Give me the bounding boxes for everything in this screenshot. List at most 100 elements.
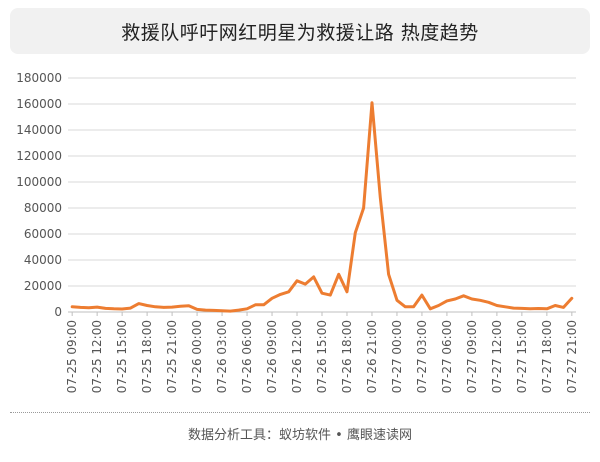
data-point [195, 308, 199, 311]
chart-title: 救援队呼吁网红明星为救援让路 热度趋势 [121, 21, 479, 44]
y-tick-label: 80000 [24, 201, 62, 215]
gridlines [68, 77, 576, 313]
x-tick-label: 07-25 12:00 [90, 320, 104, 393]
data-point [229, 309, 232, 313]
data-point [337, 273, 340, 276]
data-point [462, 294, 465, 297]
data-point [420, 293, 424, 297]
data-point [537, 307, 540, 310]
data-point [412, 305, 415, 308]
data-point [504, 305, 507, 308]
data-point [345, 290, 349, 294]
data-point [170, 305, 174, 309]
y-tick-label: 60000 [24, 227, 62, 241]
x-tick-label: 07-25 09:00 [65, 320, 79, 393]
data-point [220, 309, 224, 313]
data-point [154, 305, 157, 308]
title-bar: 救援队呼吁网红明星为救援让路 热度趋势 [10, 8, 590, 54]
x-tick-label: 07-25 18:00 [140, 320, 154, 393]
footer-divider [10, 412, 590, 413]
x-tick-label: 07-26 18:00 [340, 320, 354, 393]
data-point [254, 303, 257, 307]
data-point [70, 305, 74, 308]
series-line [70, 101, 574, 313]
data-point [379, 196, 382, 199]
data-point [553, 304, 557, 307]
data-point [445, 299, 449, 303]
x-tick-label: 07-26 00:00 [190, 320, 204, 393]
data-point [370, 101, 374, 104]
data-point [520, 307, 524, 310]
source-credit: 数据分析工具：蚁坊软件 • 鹰眼速读网 [188, 428, 412, 443]
x-tick-label: 07-27 00:00 [390, 320, 404, 393]
series [70, 101, 574, 313]
y-tick-label: 40000 [24, 253, 62, 267]
x-tick-label: 07-26 09:00 [265, 320, 279, 393]
data-point [137, 302, 140, 305]
data-point [104, 307, 107, 310]
data-point [179, 304, 182, 308]
data-point [545, 307, 549, 310]
data-point [470, 297, 474, 301]
data-point [528, 307, 532, 310]
data-point [145, 304, 149, 307]
data-point [87, 306, 91, 310]
x-tick-label: 07-26 21:00 [365, 320, 379, 393]
data-point [120, 307, 124, 311]
data-point [312, 275, 315, 279]
data-point [487, 301, 490, 304]
x-tick-label: 07-26 12:00 [290, 320, 304, 393]
data-point [279, 293, 282, 296]
x-tick-label: 07-26 06:00 [240, 320, 254, 393]
data-point [304, 282, 307, 286]
data-point [129, 306, 132, 310]
x-tick-label: 07-26 15:00 [315, 320, 329, 393]
x-tick-label: 07-27 18:00 [540, 320, 554, 393]
data-point [429, 307, 432, 310]
x-tick-label: 07-27 12:00 [490, 320, 504, 393]
y-tick-label: 20000 [24, 279, 62, 293]
data-point [162, 306, 165, 309]
data-point [187, 304, 190, 307]
data-point [404, 305, 407, 308]
x-tick-label: 07-25 21:00 [165, 320, 179, 393]
x-tick-label: 07-27 06:00 [440, 320, 454, 393]
x-tick-label: 07-27 15:00 [515, 320, 529, 393]
data-point [479, 299, 482, 302]
x-axis: 07-25 09:00 07-25 12:00 07-25 15:00 07-25 1… [65, 312, 579, 393]
y-tick-label: 100000 [16, 175, 62, 189]
data-point [495, 304, 499, 307]
data-point [437, 304, 440, 307]
y-tick-label: 120000 [16, 149, 62, 163]
data-point [204, 308, 207, 312]
data-point [212, 309, 215, 312]
data-point [454, 297, 457, 301]
y-axis: 0 20000 40000 60000 80000 100000 120000 140000 1… [16, 71, 62, 319]
data-point [570, 297, 574, 300]
y-tick-label: 180000 [16, 71, 62, 85]
x-tick-label: 07-27 09:00 [465, 320, 479, 393]
data-point [79, 306, 82, 309]
line-chart: 0 20000 40000 60000 80000 100000 120000 140000 1… [16, 71, 579, 393]
data-point [287, 290, 290, 294]
data-point [245, 307, 249, 310]
data-point [512, 306, 515, 310]
data-point [95, 305, 99, 309]
x-tick-label: 07-26 03:00 [215, 320, 229, 393]
data-point [112, 307, 116, 310]
x-tick-label: 07-27 21:00 [565, 320, 579, 393]
y-tick-label: 0 [54, 305, 62, 319]
data-point [387, 273, 390, 276]
y-tick-label: 140000 [16, 123, 62, 137]
data-point [395, 299, 399, 302]
data-point [320, 291, 324, 295]
data-point [562, 306, 565, 309]
x-tick-label: 07-25 15:00 [115, 320, 129, 393]
data-point [362, 206, 365, 210]
data-point [270, 297, 274, 300]
x-tick-label: 07-27 03:00 [415, 320, 429, 393]
data-point [329, 293, 332, 297]
y-tick-label: 160000 [16, 97, 62, 111]
data-point [237, 308, 240, 312]
